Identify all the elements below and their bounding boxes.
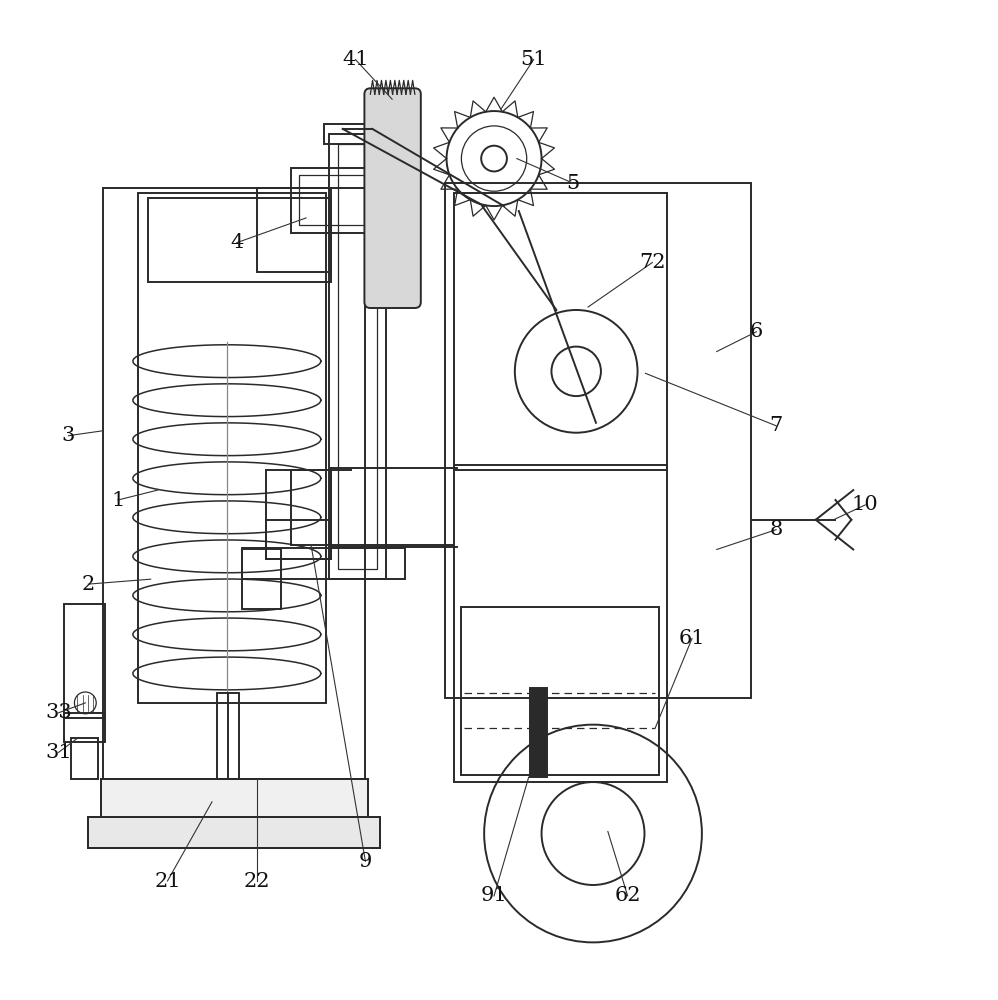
Bar — [138, 193, 325, 703]
Bar — [64, 604, 105, 718]
Text: 41: 41 — [342, 50, 369, 69]
Text: 61: 61 — [679, 629, 706, 648]
Bar — [291, 168, 420, 233]
Bar — [337, 144, 377, 569]
Text: 5: 5 — [567, 174, 580, 193]
Bar — [148, 198, 330, 282]
Bar — [88, 817, 380, 848]
Text: 6: 6 — [749, 322, 762, 341]
Bar — [88, 817, 380, 848]
Text: 91: 91 — [481, 886, 507, 905]
Bar — [328, 134, 386, 579]
Bar — [530, 688, 548, 777]
Text: 22: 22 — [244, 872, 269, 891]
Text: 9: 9 — [358, 852, 372, 871]
Bar — [64, 713, 105, 742]
Bar — [103, 188, 365, 782]
Text: 4: 4 — [231, 233, 244, 252]
Text: 33: 33 — [45, 703, 72, 722]
Bar — [266, 470, 330, 559]
Text: 8: 8 — [769, 520, 782, 539]
Text: 10: 10 — [852, 495, 878, 514]
Bar — [101, 779, 368, 822]
Text: 2: 2 — [82, 575, 95, 594]
Text: 62: 62 — [615, 886, 641, 905]
Bar — [217, 693, 239, 782]
Bar — [444, 183, 751, 698]
Bar — [101, 779, 368, 822]
Bar — [266, 520, 330, 559]
Bar — [299, 175, 413, 225]
Bar — [242, 548, 405, 579]
Bar — [256, 188, 330, 272]
Bar — [454, 193, 668, 470]
Text: 21: 21 — [154, 872, 181, 891]
Text: 51: 51 — [520, 50, 547, 69]
Bar — [72, 738, 98, 779]
Text: 1: 1 — [112, 490, 125, 510]
Bar — [242, 549, 281, 609]
Text: 7: 7 — [769, 416, 782, 435]
Text: 72: 72 — [639, 253, 666, 272]
Bar — [454, 465, 668, 782]
Bar — [323, 124, 391, 144]
Text: 31: 31 — [45, 743, 72, 762]
FancyBboxPatch shape — [364, 88, 421, 308]
Text: 3: 3 — [62, 426, 75, 445]
Bar — [461, 607, 660, 775]
